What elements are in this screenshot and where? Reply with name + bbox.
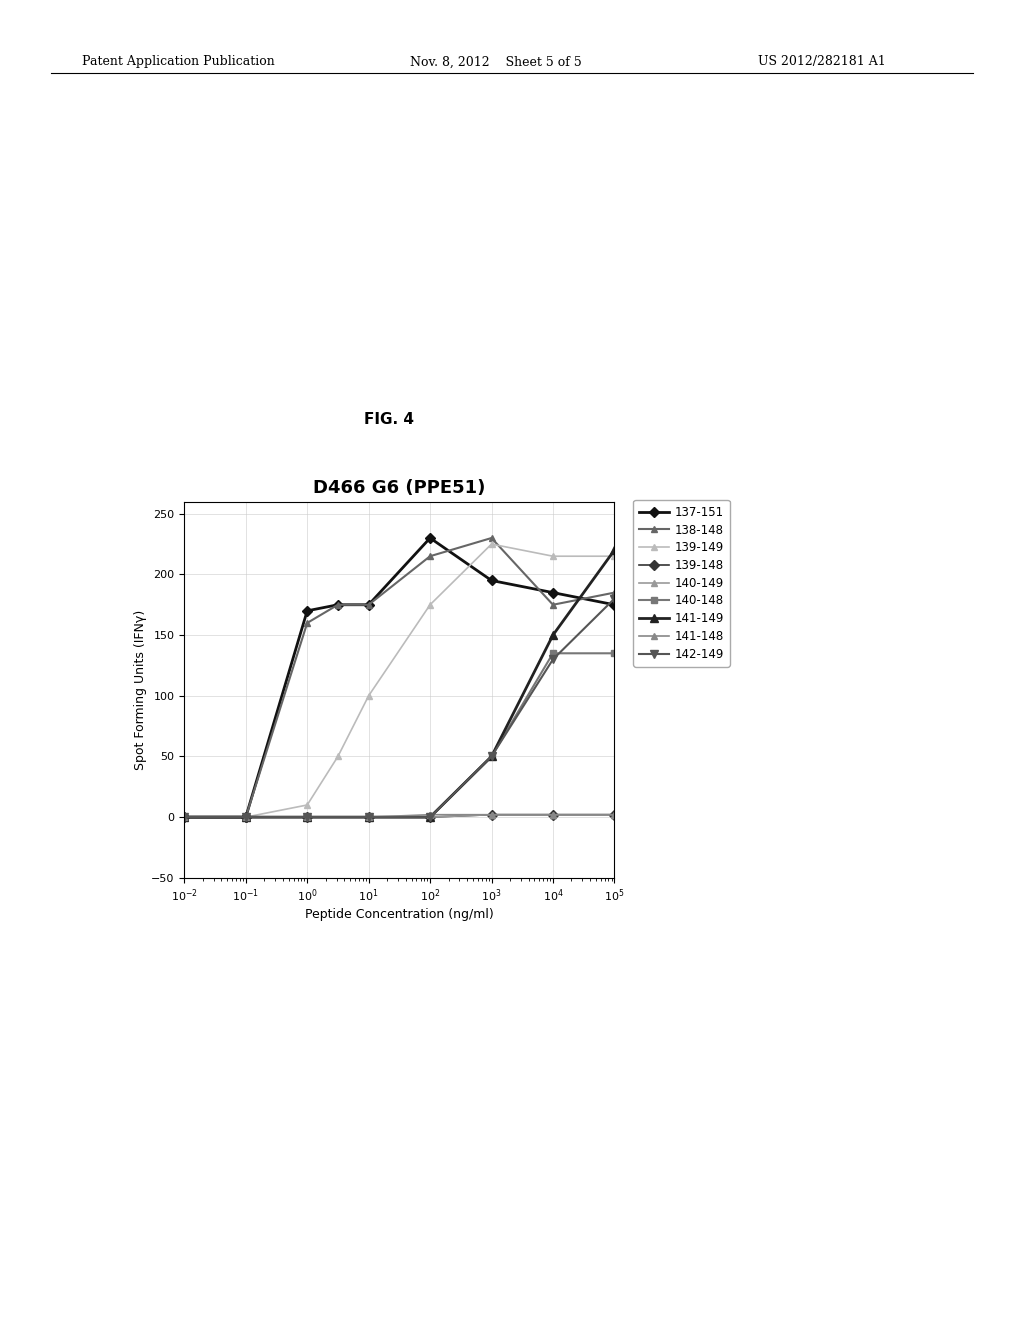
141-149: [240, 809, 252, 825]
139-149: [547, 548, 559, 564]
141-149: [301, 809, 313, 825]
140-149: [424, 809, 436, 825]
141-149: [547, 627, 559, 643]
Line: 142-149: 142-149: [180, 594, 618, 821]
138-148: [485, 531, 498, 546]
139-149: [301, 797, 313, 813]
137-151: [301, 603, 313, 619]
X-axis label: Peptide Concentration (ng/ml): Peptide Concentration (ng/ml): [305, 908, 494, 921]
Legend: 137-151, 138-148, 139-149, 139-148, 140-149, 140-148, 141-149, 141-148, 142-149: 137-151, 138-148, 139-149, 139-148, 140-…: [633, 500, 730, 667]
138-148: [332, 597, 344, 612]
140-149: [362, 809, 375, 825]
139-149: [608, 548, 621, 564]
139-148: [485, 807, 498, 822]
142-149: [424, 809, 436, 825]
142-149: [301, 809, 313, 825]
140-149: [301, 809, 313, 825]
141-148: [485, 807, 498, 822]
139-149: [485, 536, 498, 552]
140-148: [608, 645, 621, 661]
138-148: [362, 597, 375, 612]
141-149: [362, 809, 375, 825]
Text: US 2012/282181 A1: US 2012/282181 A1: [758, 55, 886, 69]
140-149: [178, 809, 190, 825]
141-148: [608, 807, 621, 822]
137-151: [362, 597, 375, 612]
138-148: [178, 809, 190, 825]
139-148: [178, 809, 190, 825]
142-149: [362, 809, 375, 825]
140-148: [178, 809, 190, 825]
141-149: [424, 809, 436, 825]
Text: Patent Application Publication: Patent Application Publication: [82, 55, 274, 69]
139-149: [424, 597, 436, 612]
140-149: [608, 807, 621, 822]
139-148: [362, 809, 375, 825]
138-148: [240, 809, 252, 825]
137-151: [608, 597, 621, 612]
140-148: [424, 809, 436, 825]
139-149: [362, 688, 375, 704]
Line: 141-149: 141-149: [180, 546, 618, 821]
141-148: [424, 807, 436, 822]
141-148: [362, 809, 375, 825]
139-148: [547, 807, 559, 822]
138-148: [547, 597, 559, 612]
140-149: [547, 807, 559, 822]
141-148: [301, 809, 313, 825]
Line: 139-149: 139-149: [181, 541, 617, 821]
139-148: [424, 809, 436, 825]
137-151: [485, 573, 498, 589]
140-149: [240, 809, 252, 825]
Title: D466 G6 (PPE51): D466 G6 (PPE51): [313, 479, 485, 498]
141-149: [178, 809, 190, 825]
Text: FIG. 4: FIG. 4: [365, 412, 414, 428]
140-148: [485, 748, 498, 764]
137-151: [332, 597, 344, 612]
140-149: [485, 807, 498, 822]
139-148: [301, 809, 313, 825]
139-149: [240, 809, 252, 825]
140-148: [362, 809, 375, 825]
142-149: [608, 591, 621, 607]
142-149: [240, 809, 252, 825]
140-148: [547, 645, 559, 661]
138-148: [301, 615, 313, 631]
142-149: [485, 748, 498, 764]
139-149: [332, 748, 344, 764]
141-149: [608, 543, 621, 558]
Line: 138-148: 138-148: [181, 535, 617, 821]
137-151: [424, 531, 436, 546]
Line: 140-148: 140-148: [181, 649, 617, 821]
141-148: [240, 809, 252, 825]
138-148: [424, 548, 436, 564]
141-148: [547, 807, 559, 822]
139-148: [608, 807, 621, 822]
142-149: [547, 652, 559, 668]
142-149: [178, 809, 190, 825]
137-151: [547, 585, 559, 601]
Y-axis label: Spot Forming Units (IFNγ): Spot Forming Units (IFNγ): [134, 610, 147, 770]
Line: 137-151: 137-151: [181, 535, 617, 821]
Line: 139-148: 139-148: [181, 812, 617, 821]
139-149: [178, 809, 190, 825]
141-148: [178, 809, 190, 825]
139-148: [240, 809, 252, 825]
141-149: [485, 748, 498, 764]
137-151: [178, 809, 190, 825]
Text: Nov. 8, 2012    Sheet 5 of 5: Nov. 8, 2012 Sheet 5 of 5: [410, 55, 582, 69]
Line: 141-148: 141-148: [181, 812, 617, 821]
140-148: [301, 809, 313, 825]
140-148: [240, 809, 252, 825]
Line: 140-149: 140-149: [181, 812, 617, 821]
137-151: [240, 809, 252, 825]
138-148: [608, 585, 621, 601]
